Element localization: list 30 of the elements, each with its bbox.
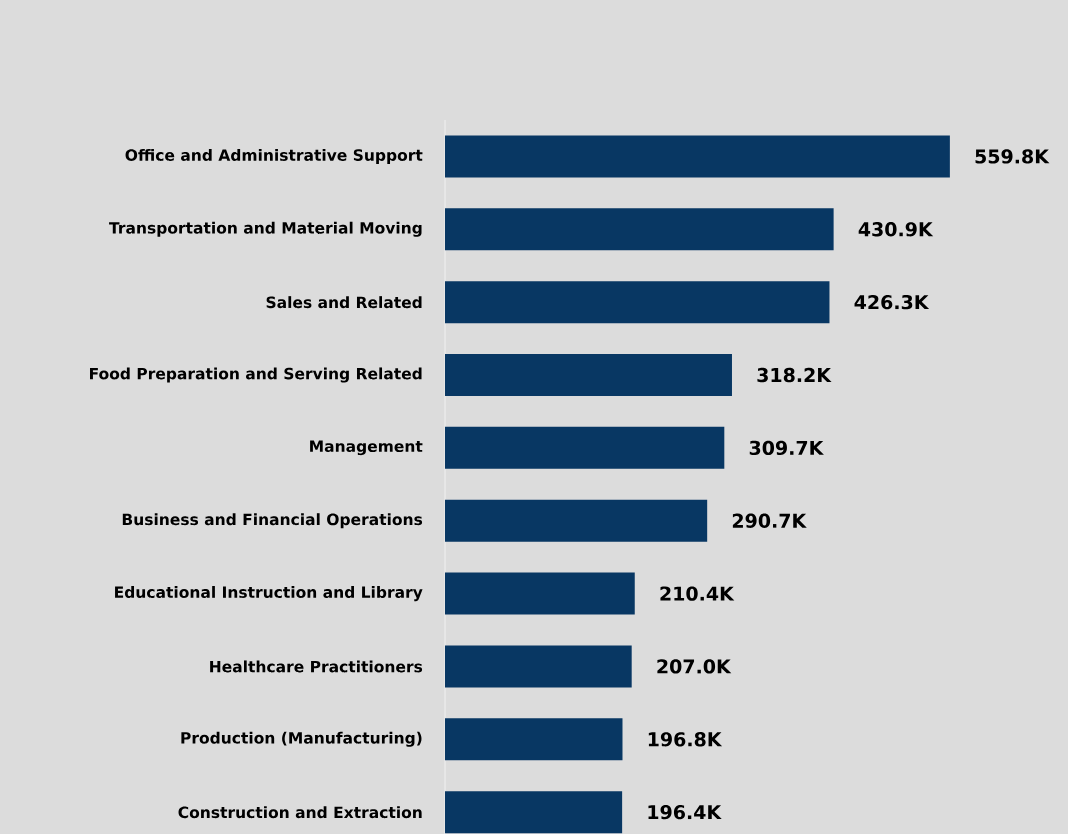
y-tick-label: Construction and Extraction — [178, 806, 422, 819]
data-label: 210.4K — [660, 586, 735, 601]
y-tick-label: Sales and Related — [266, 296, 422, 309]
y-tick-label: Office and Administrative Support — [125, 148, 423, 164]
data-label: 290.7K — [732, 513, 807, 528]
data-label: 559.8K — [975, 149, 1050, 164]
bar — [445, 645, 632, 688]
y-tick-label: Business and Financial Operations — [122, 513, 423, 529]
data-label: 196.4K — [648, 804, 722, 820]
y-tick-label: Healthcare Practitioners — [210, 660, 423, 673]
y-tick-label: Transportation and Material Moving — [109, 221, 422, 237]
bar — [445, 281, 830, 324]
bar — [445, 791, 623, 834]
bar — [445, 426, 725, 469]
data-label: 426.3K — [854, 294, 930, 310]
y-tick-label: Educational Instruction and Library — [115, 586, 423, 602]
bar — [445, 572, 635, 615]
data-label: 318.2K — [757, 367, 832, 383]
y-tick-label: Management — [310, 440, 423, 456]
bar — [445, 499, 708, 542]
data-label: 430.9K — [858, 222, 934, 237]
data-label: 207.0K — [657, 659, 732, 674]
y-tick-label: Food Preparation and Serving Related — [90, 367, 422, 383]
data-label: 309.7K — [749, 440, 824, 456]
data-label: 196.8K — [648, 732, 723, 747]
bar — [445, 135, 950, 178]
y-tick-label: Production (Manufacturing) — [181, 731, 422, 747]
bar — [445, 718, 623, 761]
bar — [445, 208, 834, 251]
bar — [445, 354, 732, 397]
